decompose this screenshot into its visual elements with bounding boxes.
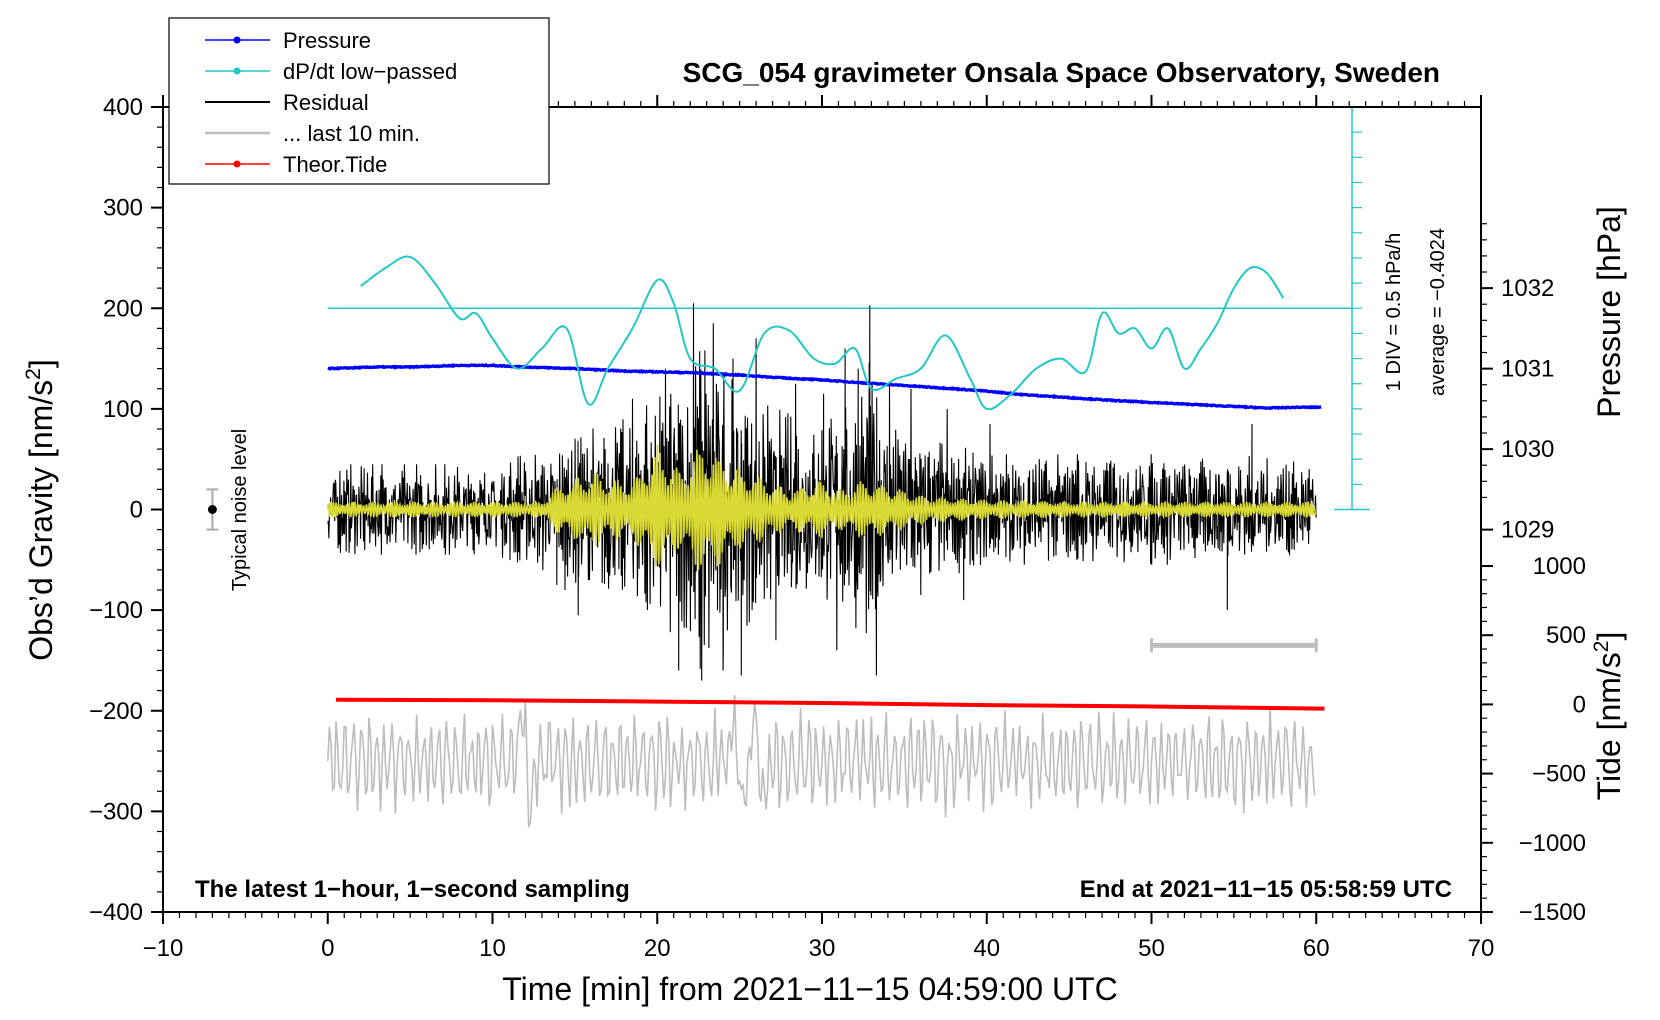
legend-residual-label: Residual bbox=[283, 90, 369, 115]
series-filtered-residual-line bbox=[327, 444, 1317, 570]
y-pressure-tick-label: 1029 bbox=[1501, 517, 1554, 544]
x-tick-label: 50 bbox=[1138, 935, 1165, 962]
pressure-y-axis: 1032 1031 1030 1029 bbox=[1481, 223, 1554, 544]
left-y-axis-label-sup: 2 bbox=[22, 368, 45, 380]
series-last10-line bbox=[327, 695, 1316, 828]
x-axis: −10 0 10 20 30 40 50 60 70 bbox=[143, 95, 1495, 962]
left-y-axis-label: Obs’d Gravity [nm/s2] bbox=[22, 359, 59, 661]
tide-axis-label-tail: ] bbox=[1591, 632, 1627, 641]
series-pressure-line bbox=[327, 362, 1322, 411]
x-tick-label: 0 bbox=[321, 935, 334, 962]
legend: Pressure dP/dt low−passed Residual ... l… bbox=[168, 17, 550, 185]
y-tide-tick-label: −500 bbox=[1532, 761, 1586, 788]
dpdt-average-label: average = −0.4024 bbox=[1427, 228, 1449, 396]
y-tide-tick-label: −1000 bbox=[1519, 830, 1586, 857]
legend-dpdt-label: dP/dt low−passed bbox=[283, 59, 457, 84]
y-tide-tick-label: −1500 bbox=[1519, 899, 1586, 926]
noise-bar-center bbox=[207, 505, 217, 514]
legend-tide-marker bbox=[233, 160, 241, 168]
footer-right-note: End at 2021−11−15 05:58:59 UTC bbox=[1080, 876, 1452, 903]
noise-level-label: Typical noise level bbox=[229, 429, 251, 591]
y-left-tick-label: −300 bbox=[89, 798, 143, 825]
chart-title: SCG_054 gravimeter Onsala Space Observat… bbox=[683, 57, 1440, 88]
x-tick-label: 70 bbox=[1468, 935, 1495, 962]
left-y-axis-label-tail: ] bbox=[23, 359, 59, 368]
y-left-tick-label: −400 bbox=[89, 899, 143, 926]
y-pressure-tick-label: 1031 bbox=[1501, 356, 1554, 383]
y-left-tick-label: 200 bbox=[103, 295, 143, 322]
pressure-axis-label: Pressure [hPa] bbox=[1591, 206, 1627, 418]
x-axis-label: Time [min] from 2021−11−15 04:59:00 UTC bbox=[502, 971, 1117, 1007]
x-tick-label: 30 bbox=[809, 935, 836, 962]
tide-axis-label-main: Tide [nm/s bbox=[1591, 652, 1627, 800]
x-tick-label: 60 bbox=[1303, 935, 1330, 962]
y-left-tick-label: 100 bbox=[103, 396, 143, 423]
tide-y-axis: 1000 500 0 −500 −1000 −1500 bbox=[1481, 553, 1586, 926]
y-left-tick-label: 300 bbox=[103, 195, 143, 222]
x-tick-label: −10 bbox=[143, 935, 184, 962]
y-tide-tick-label: 500 bbox=[1546, 622, 1586, 649]
x-tick-label: 20 bbox=[644, 935, 671, 962]
y-tide-tick-label: 0 bbox=[1573, 691, 1586, 718]
legend-tide-label: Theor.Tide bbox=[283, 152, 387, 177]
y-pressure-tick-label: 1032 bbox=[1501, 275, 1554, 302]
x-tick-label: 40 bbox=[973, 935, 1000, 962]
legend-last10-label: ... last 10 min. bbox=[283, 121, 420, 146]
legend-pressure-marker bbox=[233, 36, 241, 44]
dpdt-scale-label: 1 DIV = 0.5 hPa/h bbox=[1383, 233, 1405, 391]
series-dpdt-line bbox=[360, 255, 1285, 411]
series-tide-line bbox=[335, 697, 1325, 711]
plot-area bbox=[206, 106, 1370, 828]
y-left-tick-label: 400 bbox=[103, 94, 143, 121]
legend-pressure-label: Pressure bbox=[283, 28, 371, 53]
x-tick-label: 10 bbox=[479, 935, 506, 962]
y-left-tick-label: −200 bbox=[89, 698, 143, 725]
y-left-tick-label: −100 bbox=[89, 597, 143, 624]
left-y-axis-label-main: Obs’d Gravity [nm/s bbox=[23, 380, 59, 661]
left-y-axis: 400 300 200 100 0 −100 −200 −300 −400 bbox=[89, 94, 163, 926]
footer-left-note: The latest 1−hour, 1−second sampling bbox=[195, 876, 630, 903]
tide-axis-label-sup: 2 bbox=[1590, 641, 1613, 653]
y-pressure-tick-label: 1030 bbox=[1501, 436, 1554, 463]
tide-axis-label: Tide [nm/s2] bbox=[1590, 632, 1627, 801]
y-tide-tick-label: 1000 bbox=[1533, 553, 1586, 580]
legend-dpdt-marker bbox=[233, 67, 241, 75]
series-residual-line bbox=[327, 303, 1317, 681]
y-left-tick-label: 0 bbox=[130, 497, 143, 524]
